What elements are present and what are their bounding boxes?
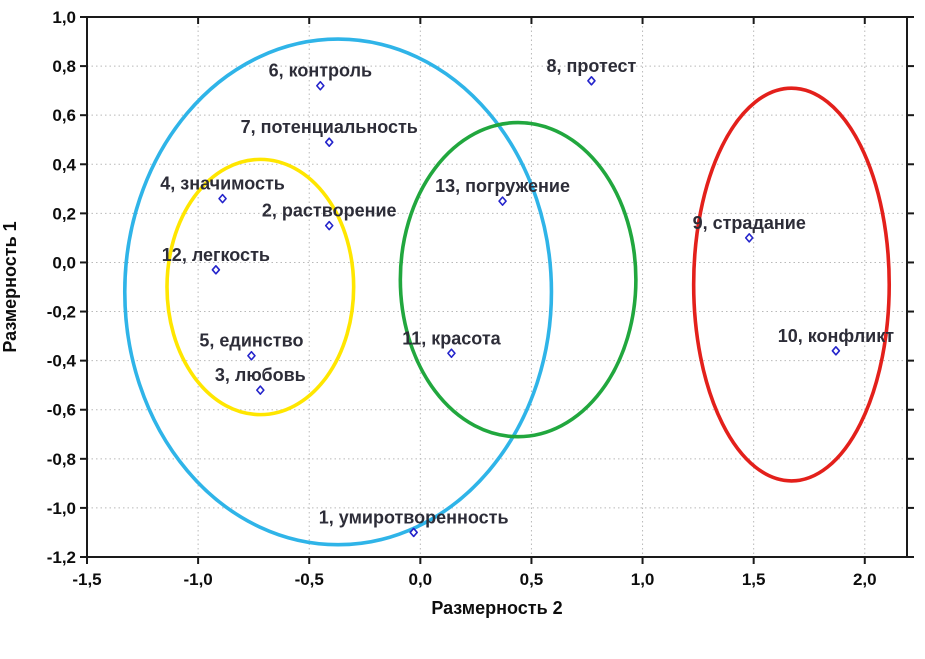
- data-point-marker: [587, 76, 596, 86]
- y-tick-label: 0,0: [52, 253, 76, 272]
- y-tick-label: 1,0: [52, 8, 76, 27]
- y-tick-label: -1,0: [47, 499, 76, 518]
- data-point-marker: [316, 80, 325, 91]
- data-point-marker: [744, 233, 754, 243]
- cluster-ellipse-green: [398, 120, 638, 439]
- data-point-marker: [409, 527, 418, 538]
- cluster-ellipse-red: [691, 86, 892, 483]
- y-tick-label: 0,8: [52, 57, 76, 76]
- data-point-marker: [247, 350, 256, 361]
- y-axis-title: Размерность 1: [0, 221, 20, 352]
- x-tick-label: -1,0: [183, 570, 212, 589]
- x-tick-label: 0,0: [409, 570, 433, 589]
- y-tick-label: -0,4: [47, 352, 77, 371]
- data-point-label: 10, конфликт: [778, 326, 894, 346]
- data-point-marker: [498, 196, 507, 206]
- y-tick-label: -0,2: [47, 303, 76, 322]
- x-tick-label: 0,5: [520, 570, 544, 589]
- data-point-label: 11, красота: [402, 328, 501, 348]
- cluster-ellipse-cyan: [122, 37, 554, 547]
- x-axis-title: Размерность 2: [431, 598, 562, 618]
- x-tick-label: 2,0: [853, 570, 877, 589]
- data-point-label: 3, любовь: [215, 365, 306, 385]
- data-point-marker: [256, 385, 265, 395]
- data-point-marker: [324, 220, 334, 231]
- x-tick-label: 1,0: [631, 570, 655, 589]
- x-tick-label: 1,5: [742, 570, 766, 589]
- plot-frame: [86, 16, 908, 558]
- data-point-marker: [211, 265, 221, 275]
- data-point-label: 13, погружение: [435, 176, 570, 196]
- data-point-label: 1, умиротворенность: [319, 507, 509, 527]
- data-point-label: 6, контроль: [269, 61, 373, 81]
- data-point-label: 7, потенциальность: [241, 117, 418, 137]
- y-tick-label: 0,2: [52, 204, 76, 223]
- data-point-label: 9, страдание: [693, 213, 806, 233]
- y-tick-label: 0,4: [52, 155, 76, 174]
- y-tick-label: -0,6: [47, 401, 76, 420]
- data-point-marker: [831, 346, 841, 356]
- data-point-label: 12, легкость: [162, 245, 270, 265]
- data-point-marker: [324, 137, 334, 147]
- x-tick-label: -0,5: [295, 570, 324, 589]
- data-point-marker: [447, 348, 456, 359]
- y-tick-label: -1,2: [47, 548, 76, 567]
- y-tick-label: 0,6: [52, 106, 76, 125]
- cluster-ellipse-yellow: [165, 157, 356, 417]
- data-point-label: 5, единство: [199, 331, 303, 351]
- data-point-marker: [218, 193, 227, 204]
- y-tick-label: -0,8: [47, 450, 76, 469]
- data-point-label: 4, значимость: [160, 174, 285, 194]
- data-point-label: 8, протест: [547, 56, 637, 76]
- data-point-label: 2, растворение: [262, 201, 397, 221]
- x-tick-label: -1,5: [72, 570, 101, 589]
